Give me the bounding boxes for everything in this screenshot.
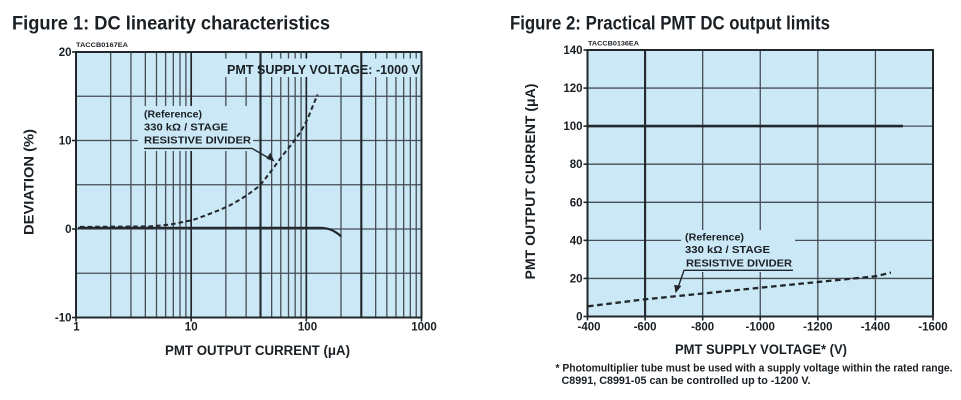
svg-text:40: 40 (570, 235, 583, 247)
svg-text:1000: 1000 (411, 322, 437, 334)
svg-text:100: 100 (563, 121, 582, 133)
svg-text:80: 80 (570, 159, 583, 171)
svg-text:TACCB0136EA: TACCB0136EA (588, 41, 639, 48)
svg-text:20: 20 (570, 273, 583, 285)
svg-text:60: 60 (570, 197, 583, 209)
svg-text:0: 0 (576, 312, 582, 324)
svg-text:1: 1 (73, 322, 80, 334)
svg-text:RESISTIVE DIVIDER: RESISTIVE DIVIDER (144, 135, 251, 147)
svg-text:100: 100 (298, 322, 317, 334)
svg-text:0: 0 (65, 224, 71, 236)
svg-text:10: 10 (185, 322, 198, 334)
svg-text:120: 120 (563, 83, 582, 95)
svg-text:20: 20 (59, 47, 72, 59)
svg-text:* Photomultiplier tube must be: * Photomultiplier tube must be used with… (556, 363, 953, 375)
svg-text:330 kΩ / STAGE: 330 kΩ / STAGE (685, 244, 770, 256)
svg-text:(Reference): (Reference) (144, 109, 202, 121)
svg-text:PMT SUPPLY VOLTAGE* (V): PMT SUPPLY VOLTAGE* (V) (675, 342, 847, 357)
svg-text:10: 10 (59, 136, 72, 148)
svg-text:PMT OUTPUT CURRENT (μA): PMT OUTPUT CURRENT (μA) (523, 84, 538, 280)
svg-text:(Reference): (Reference) (685, 232, 744, 244)
svg-text:-10: -10 (55, 313, 72, 325)
svg-text:C8991, C8991-05 can be control: C8991, C8991-05 can be controlled up to … (562, 375, 811, 387)
svg-text:-600: -600 (634, 322, 657, 334)
svg-text:Figure 2: Practical PMT DC out: Figure 2: Practical PMT DC output limits (510, 14, 830, 35)
svg-text:-1000: -1000 (746, 322, 775, 334)
svg-text:Figure 1: DC linearity charact: Figure 1: DC linearity characteristics (12, 14, 330, 35)
svg-text:330 kΩ / STAGE: 330 kΩ / STAGE (144, 121, 228, 133)
svg-text:-1400: -1400 (861, 322, 890, 334)
svg-text:-1200: -1200 (803, 322, 832, 334)
svg-text:PMT OUTPUT CURRENT (μA): PMT OUTPUT CURRENT (μA) (165, 343, 350, 358)
svg-text:140: 140 (563, 45, 582, 57)
svg-text:DEVIATION (%): DEVIATION (%) (22, 129, 37, 235)
svg-text:-800: -800 (691, 322, 714, 334)
svg-text:TACCB0167EA: TACCB0167EA (76, 42, 128, 49)
svg-text:PMT SUPPLY VOLTAGE: -1000 V: PMT SUPPLY VOLTAGE: -1000 V (227, 63, 421, 77)
svg-text:-1600: -1600 (918, 322, 947, 334)
svg-text:-400: -400 (577, 322, 600, 334)
svg-text:RESISTIVE DIVIDER: RESISTIVE DIVIDER (686, 258, 792, 270)
